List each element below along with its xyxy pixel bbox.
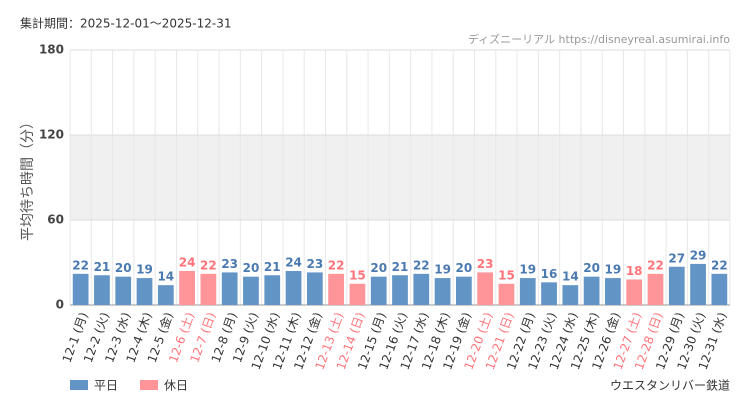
legend-swatch: [70, 380, 88, 390]
footer: ウエスタンリバー鉄道: [610, 378, 730, 393]
bar: [477, 272, 494, 305]
data-label: 22: [72, 258, 89, 272]
bar: [72, 273, 89, 305]
data-label: 18: [626, 264, 643, 278]
bar: [562, 285, 579, 305]
bar: [392, 275, 408, 305]
bar: [583, 276, 600, 305]
data-label: 21: [392, 260, 409, 274]
data-label: 23: [221, 257, 238, 271]
data-label: 29: [690, 248, 707, 262]
data-label: 21: [264, 260, 281, 274]
legend-swatch: [140, 380, 158, 390]
data-label: 23: [477, 257, 494, 271]
data-label: 24: [179, 256, 196, 270]
data-label: 22: [413, 258, 430, 272]
data-label: 20: [243, 261, 260, 275]
data-label: 22: [328, 258, 345, 272]
bar: [519, 278, 536, 305]
data-label: 23: [306, 257, 323, 271]
legend-label: 平日: [94, 379, 118, 393]
shaded-band: [70, 135, 730, 220]
data-label: 15: [349, 268, 366, 282]
bar: [690, 263, 706, 305]
y-tick-label: 180: [39, 43, 64, 57]
data-label: 20: [456, 261, 473, 275]
bar: [179, 271, 195, 305]
data-label: 22: [711, 258, 728, 272]
bar: [285, 271, 302, 305]
bar: [94, 275, 110, 305]
bar: [647, 273, 664, 305]
y-tick-label: 0: [56, 298, 64, 312]
data-label: 19: [605, 263, 622, 277]
data-label: 22: [200, 258, 217, 272]
bar: [349, 283, 366, 305]
data-label: 21: [94, 260, 111, 274]
data-label: 20: [370, 261, 387, 275]
data-label: 24: [285, 256, 302, 270]
data-label: 15: [498, 268, 515, 282]
bar: [455, 276, 472, 305]
bar: [200, 273, 217, 305]
period: 集計期間：2025-12-01～2025-12-31: [20, 16, 231, 31]
bar: [711, 273, 728, 305]
y-tick-label: 120: [39, 128, 64, 142]
bar: [115, 276, 132, 305]
bar: [157, 285, 174, 305]
bar: [264, 275, 281, 305]
bar: [370, 276, 387, 305]
bar: [605, 278, 621, 305]
bar: [243, 276, 259, 305]
bar: [328, 273, 345, 305]
data-label: 19: [136, 263, 153, 277]
data-label: 19: [519, 263, 536, 277]
data-label: 22: [647, 258, 664, 272]
data-label: 20: [115, 261, 132, 275]
y-tick-label: 60: [47, 213, 64, 227]
bar: [306, 272, 323, 305]
bar: [668, 266, 685, 305]
bar: [498, 283, 515, 305]
bar: [541, 282, 557, 305]
data-label: 14: [157, 270, 174, 284]
y-axis-label: 平均待ち時間（分）: [20, 115, 36, 241]
bar: [434, 278, 451, 305]
bar: [136, 278, 153, 305]
data-label: 20: [583, 261, 600, 275]
data-label: 27: [668, 251, 685, 265]
data-label: 19: [434, 263, 451, 277]
bar: [221, 272, 238, 305]
bar: [626, 279, 643, 305]
legend-label: 休日: [164, 379, 188, 393]
data-label: 14: [562, 270, 579, 284]
data-label: 16: [541, 267, 558, 281]
bar: [413, 273, 430, 305]
source: ディズニーリアル https://disneyreal.asumirai.inf…: [468, 32, 730, 46]
